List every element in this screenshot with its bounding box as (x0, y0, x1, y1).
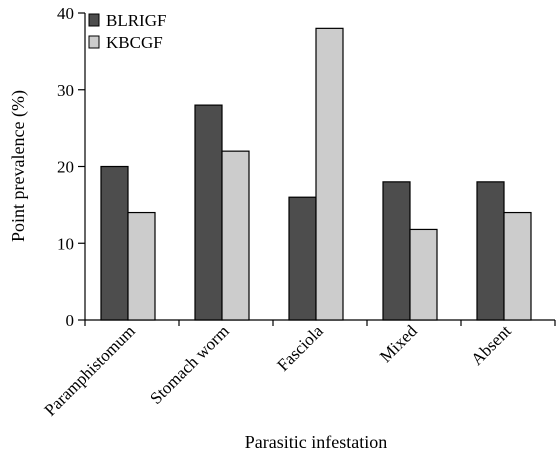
y-axis-title: Point prevalence (%) (8, 90, 29, 242)
x-tick-label: Paramphistomum (41, 321, 139, 419)
x-tick-label: Stomach worm (146, 321, 233, 408)
bar-blrigf-stomach-worm (194, 104, 223, 321)
x-tick-label: Fasciola (273, 321, 327, 375)
bar-kbcgf-mixed (409, 228, 438, 321)
legend-swatch (88, 13, 100, 27)
bar-blrigf-paramphistomum (100, 165, 129, 321)
y-tick-label: 0 (66, 311, 75, 330)
legend-label: KBCGF (106, 33, 163, 52)
bar-kbcgf-paramphistomum (127, 211, 156, 321)
x-tick-label: Mixed (376, 321, 421, 366)
bar-kbcgf-fasciola (315, 27, 344, 321)
bar-blrigf-absent (476, 181, 505, 321)
y-tick-label: 40 (57, 4, 74, 23)
bar-kbcgf-stomach-worm (221, 150, 250, 321)
y-tick-label: 10 (57, 234, 74, 253)
bar-kbcgf-absent (503, 211, 532, 321)
bar-blrigf-mixed (382, 181, 411, 321)
bars (100, 27, 532, 321)
y-tick-label: 30 (57, 81, 74, 100)
legend: BLRIGF KBCGF (88, 11, 166, 52)
x-axis-title: Parasitic infestation (245, 432, 387, 452)
bar-blrigf-fasciola (288, 196, 317, 321)
legend-label: BLRIGF (106, 11, 166, 30)
y-axis: 0 10 20 30 40 (57, 4, 86, 330)
x-axis: Paramphistomum Stomach worm Fasciola Mixed A… (41, 319, 556, 420)
x-tick-label: Absent (467, 321, 515, 369)
y-tick-label: 20 (57, 158, 74, 177)
legend-swatch (88, 35, 100, 49)
